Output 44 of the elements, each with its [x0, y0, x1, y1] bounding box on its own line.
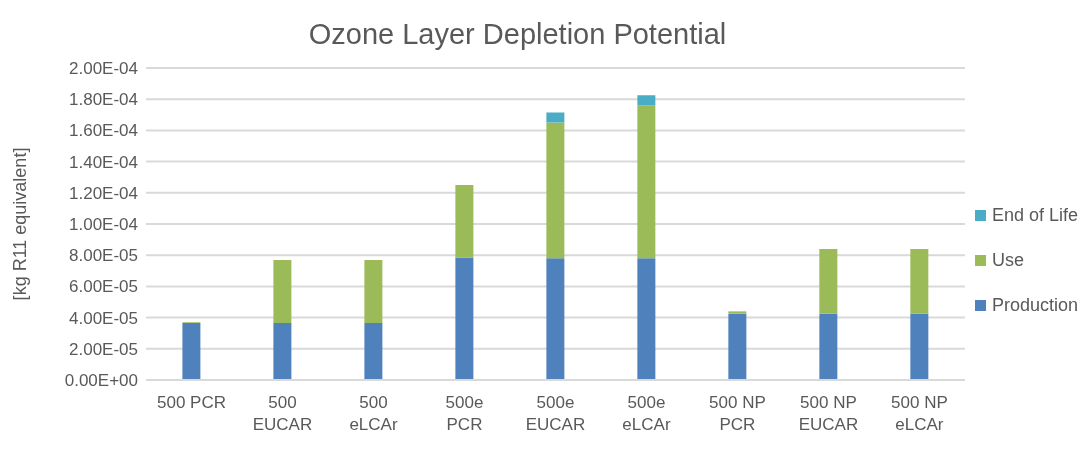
x-tick-label: 500 NP eLCAr: [891, 393, 948, 434]
y-axis-title: [kg R11 equivalent]: [10, 147, 31, 301]
bar: [728, 313, 747, 380]
bar: [910, 313, 929, 380]
bar: [546, 258, 565, 380]
x-tick-label: 500 NP EUCAR: [798, 393, 859, 434]
x-tick-label: 500 EUCAR: [252, 393, 313, 434]
bar: [819, 313, 838, 380]
bar: [273, 323, 292, 380]
y-tick-label: 8.00E-05: [69, 246, 138, 266]
bar: [910, 249, 929, 314]
bar: [182, 323, 201, 380]
legend-label: End of Life: [991, 204, 1078, 226]
bar: [637, 105, 656, 259]
y-tick-label: 0.00E+00: [64, 371, 138, 391]
legend-label: Production: [991, 294, 1078, 316]
x-tick-label: 500e PCR: [445, 393, 484, 434]
x-tick-label: 500 NP PCR: [709, 393, 766, 434]
bar: [364, 259, 383, 324]
bar: [455, 185, 474, 258]
bar: [728, 311, 747, 314]
x-tick-label: 500e eLCAr: [622, 393, 671, 434]
y-tick-label: 1.60E-04: [69, 121, 138, 141]
y-tick-label: 1.20E-04: [69, 183, 138, 203]
bar: [273, 259, 292, 324]
bar: [455, 257, 474, 380]
y-tick-label: 2.00E-05: [69, 339, 138, 359]
y-tick-label: 4.00E-05: [69, 308, 138, 328]
bar: [819, 249, 838, 314]
x-tick-label: 500 PCR: [157, 393, 226, 412]
y-tick-label: 1.80E-04: [69, 90, 138, 110]
bar: [546, 122, 565, 259]
x-tick-label: 500e EUCAR: [525, 393, 586, 434]
bar: [364, 323, 383, 380]
bar: [637, 258, 656, 380]
bar: [546, 112, 565, 123]
x-tick-label: 500 eLCAr: [349, 393, 398, 434]
y-tick-label: 1.00E-04: [69, 215, 138, 235]
y-tick-label: 6.00E-05: [69, 277, 138, 297]
chart-title: Ozone Layer Depletion Potential: [307, 17, 728, 52]
y-tick-label: 1.40E-04: [69, 152, 138, 172]
bar: [637, 95, 656, 106]
y-tick-label: 2.00E-04: [69, 59, 138, 79]
legend-label: Use: [991, 249, 1024, 271]
